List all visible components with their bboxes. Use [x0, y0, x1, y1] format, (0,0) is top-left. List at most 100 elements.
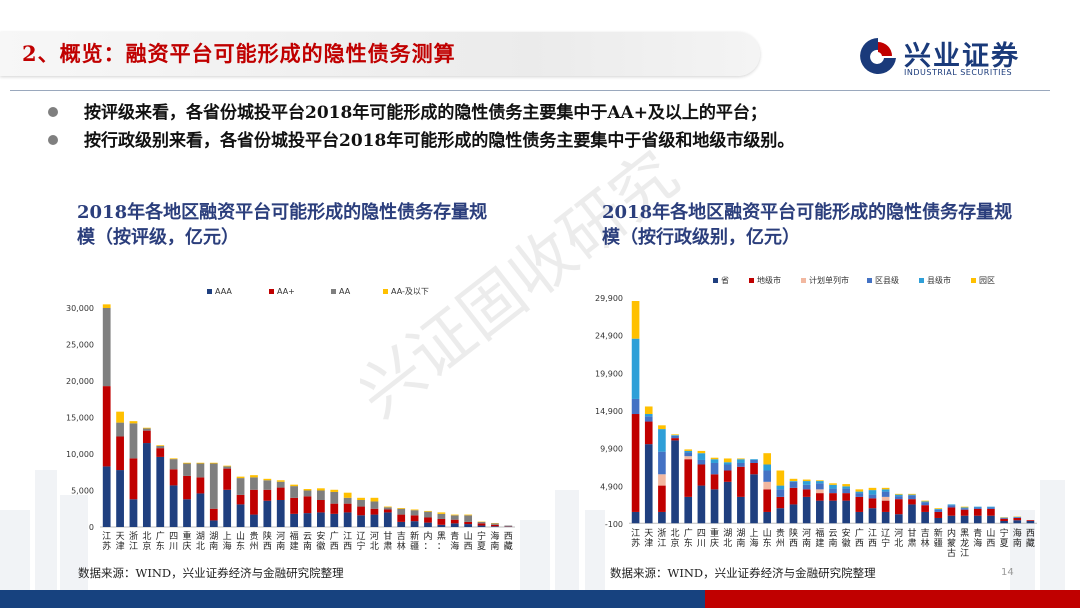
legend-swatch — [713, 278, 718, 283]
x-tick-label: 河南 — [276, 530, 285, 552]
bar-segment — [697, 453, 706, 460]
bar-segment — [960, 509, 969, 516]
x-tick-label: 上海 — [750, 528, 759, 549]
bar-segment — [357, 515, 365, 527]
bar-segment — [410, 509, 419, 511]
bar-segment — [129, 458, 138, 500]
bar-segment — [263, 500, 272, 527]
bar-segment — [370, 501, 379, 509]
x-tick-label: 云南 — [303, 532, 312, 552]
bar-segment — [750, 462, 758, 475]
bar-segment — [357, 497, 365, 500]
legend-swatch — [919, 278, 924, 283]
bar-segment — [250, 489, 258, 515]
bar-segment — [169, 459, 178, 470]
bar-segment — [1013, 517, 1022, 518]
bar-segment — [424, 517, 432, 523]
bar-segment — [343, 497, 352, 504]
bar-segment — [644, 421, 653, 445]
legend-swatch — [331, 289, 336, 294]
bar-segment — [684, 459, 693, 497]
bar-segment — [894, 514, 903, 524]
bar-segment — [710, 462, 719, 475]
x-tick-label: 新疆 — [934, 527, 943, 549]
x-tick-label: 浙江 — [129, 530, 138, 552]
bar-segment — [737, 496, 745, 524]
bar-segment — [142, 443, 151, 527]
bar-segment — [330, 491, 339, 504]
x-tick-label: 重庆 — [183, 530, 192, 552]
bullet-dot-icon — [48, 106, 58, 117]
bar-segment — [750, 459, 758, 463]
bar-segment — [236, 494, 245, 505]
bar-segment — [776, 470, 785, 486]
bar-segment — [881, 500, 890, 512]
bar-segment — [737, 462, 745, 467]
bar-segment — [723, 462, 732, 465]
bar-segment — [330, 513, 339, 527]
bar-segment — [894, 494, 903, 497]
bar-segment — [802, 481, 811, 485]
bar-segment — [934, 508, 943, 509]
bar-segment — [290, 486, 298, 498]
bar-segment — [973, 515, 982, 524]
page-title: 2、概览：融资平台可能形成的隐性债务测算 — [22, 41, 456, 66]
x-tick-label: 重庆 — [710, 527, 719, 549]
bar-segment — [303, 513, 312, 527]
legend-entry: AAA — [207, 287, 232, 296]
legend-entry: 园区 — [971, 276, 995, 285]
bar-segment — [737, 459, 745, 463]
logo-name-en: INDUSTRIAL SECURITIES — [904, 68, 1013, 77]
bar-segment — [816, 481, 824, 484]
y-tick-label: 5,000 — [71, 487, 94, 496]
right-chart-title: 2018年各地区融资平台可能形成的隐性债务存量规 模（按行政级别，亿元） — [602, 200, 1012, 250]
x-tick-label: 天津 — [116, 532, 125, 552]
bar-segment — [960, 507, 969, 509]
bar-segment — [947, 515, 956, 524]
bar-segment — [684, 450, 693, 453]
bar-segment — [829, 500, 837, 524]
bar-segment — [960, 515, 969, 524]
bar-segment — [370, 514, 379, 527]
bar-segment — [816, 489, 824, 494]
bar-segment — [129, 421, 138, 424]
legend-label: 计划单列市 — [809, 275, 849, 285]
bar-segment — [710, 474, 719, 490]
bar-segment — [142, 430, 151, 444]
bar-segment — [196, 477, 205, 494]
bullet-dot-icon — [48, 134, 58, 145]
y-tick-label: 15,000 — [66, 414, 94, 423]
bar-segment — [1026, 520, 1035, 521]
bar-segment — [631, 511, 640, 524]
bar-segment — [183, 475, 191, 500]
bar-segment — [169, 458, 178, 460]
bar-segment — [383, 509, 392, 513]
bar-segment — [450, 523, 459, 527]
x-tick-label: 陕西 — [789, 527, 798, 549]
bar-segment — [317, 488, 325, 491]
bar-segment — [383, 506, 392, 508]
bar-segment — [789, 481, 798, 482]
bar-segment — [644, 406, 653, 415]
bar-segment — [250, 477, 258, 490]
y-tick-label: 20,000 — [66, 377, 94, 386]
bar-segment — [644, 414, 653, 417]
bar-segment — [357, 499, 365, 507]
bar-segment — [671, 435, 679, 436]
bar-segment — [250, 514, 258, 527]
bar-segment — [236, 476, 245, 479]
bar-segment — [317, 490, 325, 500]
x-tick-label: 四川 — [697, 529, 706, 549]
x-tick-label: 安徽 — [316, 530, 325, 552]
y-tick-label: 24,900 — [595, 332, 623, 341]
bar-segment — [829, 484, 837, 489]
x-tick-label: 宁夏 — [1000, 527, 1009, 549]
y-tick-label: 25,000 — [66, 341, 94, 350]
x-tick-label: 新疆 — [410, 530, 419, 552]
bar-segment — [763, 511, 772, 524]
legend-entry: AA — [331, 287, 351, 296]
bar-segment — [894, 496, 903, 500]
x-tick-label: 海南 — [490, 530, 499, 552]
brand-logo: 兴业证券 INDUSTRIAL SECURITIES — [858, 34, 1038, 84]
x-tick-label: 黑龙江 — [960, 528, 969, 558]
